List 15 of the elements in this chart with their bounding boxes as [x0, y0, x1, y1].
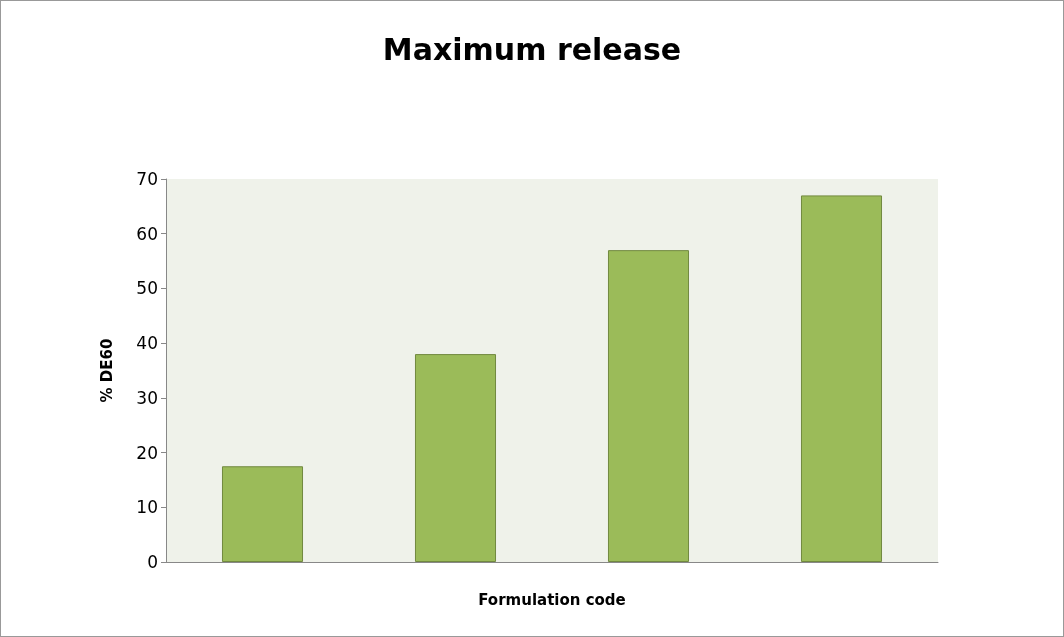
chart-title: Maximum release: [382, 31, 682, 67]
y-tick-label: 30: [136, 387, 158, 408]
y-axis-title: % DE60: [97, 338, 116, 403]
y-tick-label: 10: [136, 497, 158, 518]
y-tick-label: 40: [136, 333, 158, 354]
y-tick-label: 70: [136, 169, 158, 189]
y-tick-label: 20: [136, 442, 158, 463]
y-tick-label: 50: [136, 278, 158, 299]
bar: [607, 250, 690, 562]
bar: [800, 195, 883, 562]
x-axis-title: Formulation code: [478, 590, 626, 609]
y-tick-label: 60: [136, 223, 158, 244]
bar: [221, 466, 304, 562]
bar: [414, 354, 497, 562]
y-tick-label: 0: [147, 552, 158, 572]
